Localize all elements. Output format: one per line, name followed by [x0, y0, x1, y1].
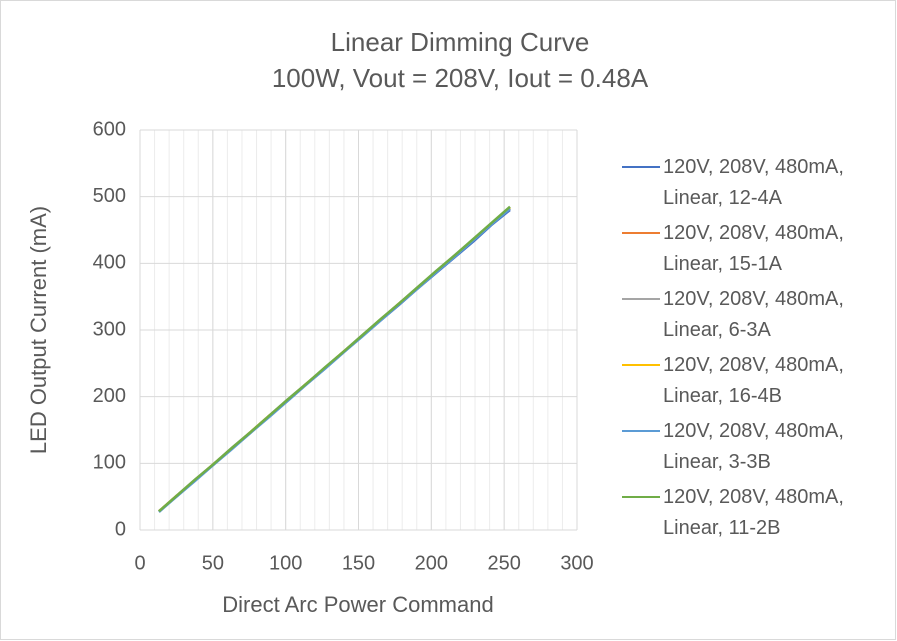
legend-entry: 120V, 208V, 480mA, Linear, 15-1A: [622, 216, 892, 282]
legend-swatch: [622, 496, 660, 498]
x-tick-label: 300: [560, 552, 593, 574]
legend-entry: 120V, 208V, 480mA, Linear, 12-4A: [622, 150, 892, 216]
y-tick-label: 400: [93, 252, 126, 274]
x-tick-label: 100: [269, 552, 302, 574]
legend-swatch: [622, 166, 660, 168]
y-axis-label: LED Output Current (mA): [26, 206, 51, 454]
legend-label: 120V, 208V, 480mA, Linear, 11-2B: [663, 486, 844, 539]
legend-label: 120V, 208V, 480mA, Linear, 15-1A: [663, 222, 844, 275]
y-tick-label: 200: [93, 385, 126, 407]
x-tick-label: 50: [202, 552, 224, 574]
legend-label: 120V, 208V, 480mA, Linear, 12-4A: [663, 156, 844, 209]
legend-entry: 120V, 208V, 480mA, Linear, 6-3A: [622, 282, 892, 348]
legend-swatch: [622, 298, 660, 300]
legend-label: 120V, 208V, 480mA, Linear, 3-3B: [663, 420, 844, 473]
y-tick-label: 500: [93, 185, 126, 207]
legend-entry: 120V, 208V, 480mA, Linear, 3-3B: [622, 414, 892, 480]
x-tick-label: 250: [487, 552, 520, 574]
y-tick-label: 300: [93, 318, 126, 340]
legend-swatch: [622, 430, 660, 432]
x-axis-label: Direct Arc Power Command: [222, 592, 493, 617]
x-tick-label: 0: [134, 552, 145, 574]
x-tick-label: 200: [415, 552, 448, 574]
chart-subtitle: 100W, Vout = 208V, Iout = 0.48A: [272, 63, 649, 93]
data-line: [158, 205, 511, 513]
y-tick-label: 600: [93, 118, 126, 140]
legend-swatch: [622, 364, 660, 366]
legend: 120V, 208V, 480mA, Linear, 12-4A 120V, 20…: [622, 150, 892, 546]
chart-title: Linear Dimming Curve: [331, 27, 590, 57]
legend-entry: 120V, 208V, 480mA, Linear, 16-4B: [622, 348, 892, 414]
x-tick-label: 150: [342, 552, 375, 574]
legend-swatch: [622, 232, 660, 234]
legend-entry: 120V, 208V, 480mA, Linear, 11-2B: [622, 480, 892, 546]
y-tick-label: 0: [115, 518, 126, 540]
y-tick-label: 100: [93, 452, 126, 474]
legend-label: 120V, 208V, 480mA, Linear, 16-4B: [663, 354, 844, 407]
legend-label: 120V, 208V, 480mA, Linear, 6-3A: [663, 288, 844, 341]
